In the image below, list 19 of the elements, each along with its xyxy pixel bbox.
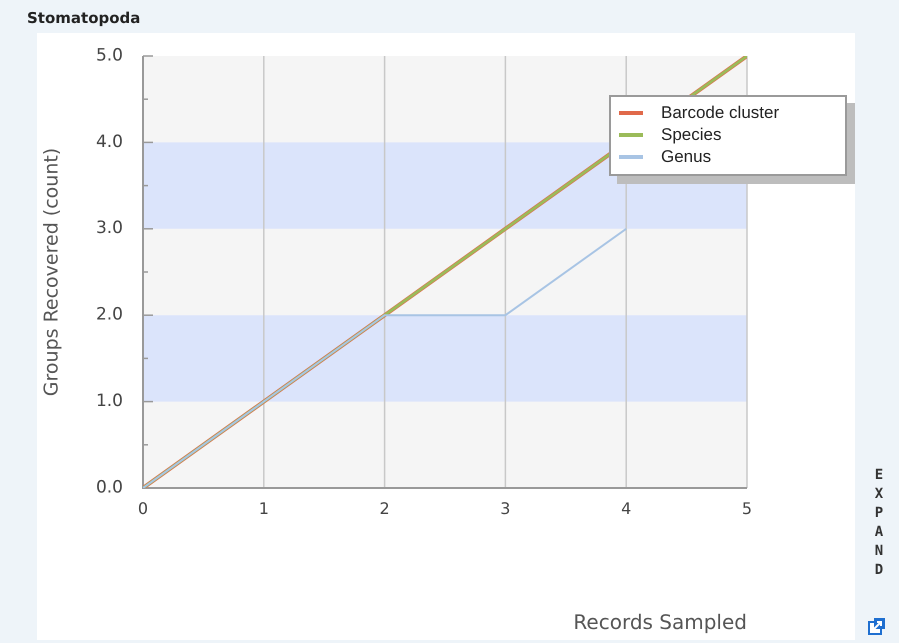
y-tick-label: 5.0 bbox=[96, 45, 123, 66]
x-tick-label: 1 bbox=[258, 499, 269, 518]
y-tick-label: 3.0 bbox=[96, 218, 123, 238]
x-tick-label: 3 bbox=[500, 499, 510, 518]
chart-title: Stomatopoda bbox=[27, 9, 140, 27]
y-tick-label: 0.0 bbox=[96, 477, 123, 498]
x-tick-label: 5 bbox=[742, 499, 752, 518]
text: EXPAND bbox=[874, 466, 884, 580]
x-axis-title: Records Sampled bbox=[573, 610, 747, 634]
x-tick-label: 0 bbox=[138, 499, 148, 518]
legend-label: Genus bbox=[661, 147, 712, 167]
legend-label: Barcode cluster bbox=[661, 103, 780, 123]
x-tick-label: 2 bbox=[380, 499, 390, 518]
y-tick-label: 4.0 bbox=[96, 132, 123, 152]
y-axis-title: Groups Recovered (count) bbox=[40, 148, 62, 396]
legend-label: Species bbox=[661, 125, 722, 145]
y-tick-label: 1.0 bbox=[96, 391, 123, 412]
x-tick-label: 4 bbox=[621, 499, 632, 518]
y-tick-label: 2.0 bbox=[96, 304, 123, 325]
